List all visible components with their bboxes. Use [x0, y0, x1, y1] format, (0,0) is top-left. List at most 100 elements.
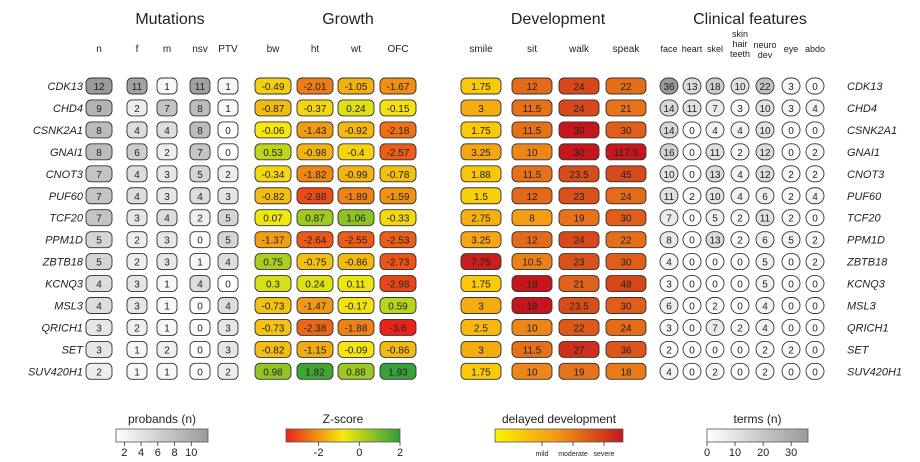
development-cell-label: 1.75 [471, 126, 491, 137]
growth-cell [254, 275, 292, 292]
clinical-cell-label: 36 [663, 82, 675, 93]
clinical-cell-label: 3 [788, 82, 794, 93]
clinical-cell [730, 165, 750, 183]
growth-cell [337, 231, 375, 249]
clinical-cell [682, 99, 702, 117]
clinical-cell-label: 5 [762, 280, 768, 291]
clinical-cell-label: 11 [760, 214, 771, 225]
mutation-cell-label: 3 [225, 192, 231, 203]
development-cell-label: 1.5 [474, 192, 488, 203]
mutation-cell-label: 2 [197, 214, 203, 225]
clinical-cell [755, 340, 775, 358]
development-cell [558, 99, 600, 117]
development-cell-label: 11.5 [523, 345, 542, 356]
mutation-cell-label: 8 [197, 104, 203, 115]
mutation-cell [156, 121, 178, 139]
mutation-cell-label: 3 [164, 258, 170, 269]
clinical-cell-label: 0 [812, 214, 818, 225]
growth-cell [296, 99, 334, 117]
mutation-cell [217, 340, 239, 358]
table-row-KCNQ3: KCNQ3 KCNQ3 4 3 1 4 0 0.3 0.24 0.11 -2.98 1.75 18 21 4… [45, 275, 886, 292]
development-cell [605, 340, 647, 358]
mutation-cell-label: 1 [164, 323, 170, 334]
clinical-cell-label: 2 [737, 323, 743, 334]
column-header-clinical-3: skin [732, 29, 748, 39]
mutation-cell-label: 2 [134, 258, 140, 269]
growth-cell-label: 0.07 [263, 214, 283, 225]
growth-cell-label: -1.15 [304, 345, 327, 356]
clinical-cell [781, 165, 801, 183]
growth-cell [337, 253, 375, 271]
clinical-cell-label: 11 [710, 148, 721, 159]
development-cell [605, 77, 647, 95]
development-cell-label: 23 [573, 192, 585, 203]
development-cell-label: 10 [526, 323, 538, 334]
clinical-cell-label: 10 [663, 170, 675, 181]
clinical-cell-label: 0 [689, 323, 695, 334]
development-cell [605, 187, 647, 205]
mutation-cell-label: 7 [164, 104, 170, 115]
clinical-cell [682, 362, 702, 380]
clinical-cell-label: 18 [709, 82, 721, 93]
development-cell-label: 24 [573, 104, 585, 115]
legend-zscore: Z-score -2 0 2 [285, 412, 403, 459]
column-header-mutations-2: m [163, 44, 171, 55]
gene-name-left: CSNK2A1 [33, 125, 83, 137]
clinical-cell-label: 7 [712, 323, 718, 334]
table-row-PPM1D: PPM1D PPM1D 5 2 3 0 5 -1.37 -2.64 -2.55 -2.53 3.25 1… [45, 231, 885, 249]
growth-cell-label: -0.86 [345, 258, 368, 269]
development-cell [558, 209, 600, 227]
clinical-cell [730, 99, 750, 117]
clinical-cell [682, 121, 702, 139]
clinical-cell [659, 340, 679, 358]
table-row-PUF60: PUF60 PUF60 7 4 3 4 3 -0.82 -2.88 -1.89 -1.59 1.5 12… [49, 187, 882, 205]
mutation-cell [156, 77, 178, 95]
mutation-cell [217, 275, 239, 292]
clinical-cell-label: 0 [712, 345, 718, 356]
clinical-cell [781, 319, 801, 336]
growth-cell [254, 209, 292, 227]
clinical-cell [730, 253, 750, 271]
clinical-cell-label: 0 [737, 345, 743, 356]
mutation-cell-label: 1 [164, 302, 170, 313]
development-cell [558, 187, 600, 205]
growth-cell [254, 121, 292, 139]
clinical-cell [781, 209, 801, 227]
clinical-cell-label: 4 [666, 367, 672, 378]
clinical-cell [730, 121, 750, 139]
mutation-cell-label: 6 [134, 148, 140, 159]
legend-tick-label: 4 [138, 447, 144, 459]
development-cell-label: 3 [478, 104, 484, 115]
clinical-cell [755, 275, 775, 292]
clinical-cell [781, 340, 801, 358]
development-cell-label: 22 [620, 236, 632, 247]
column-header-clinical-1: heart [682, 44, 703, 54]
clinical-cell [659, 362, 679, 380]
mutation-cell-label: 4 [164, 126, 170, 137]
clinical-cell-label: 2 [788, 214, 794, 225]
legend-tick-label: 10 [729, 447, 741, 459]
column-header-clinical-3: hair [732, 39, 747, 49]
column-header-clinical-4: neuro [753, 40, 776, 50]
growth-cell-label: -2.57 [387, 148, 410, 159]
development-cell-label: 12 [526, 192, 538, 203]
legend-colorbar [494, 428, 624, 443]
clinical-cell [682, 253, 702, 271]
clinical-cell [805, 231, 825, 249]
mutation-cell-label: 3 [134, 214, 140, 225]
development-cell [460, 253, 502, 271]
growth-cell-label: -0.33 [387, 214, 410, 225]
mutation-cell-label: 7 [96, 192, 102, 203]
clinical-cell [781, 99, 801, 117]
clinical-cell-label: 0 [788, 367, 794, 378]
clinical-cell [755, 253, 775, 271]
column-headers: Mutations n f m nsv PTV Growth bw ht wt OFC Develop… [96, 11, 825, 60]
mutation-cell [85, 319, 113, 336]
development-cell-label: 30 [620, 126, 632, 137]
clinical-cell [730, 77, 750, 95]
legend-tick-label: mild [536, 451, 549, 458]
clinical-cell [805, 362, 825, 380]
clinical-cell [659, 253, 679, 271]
growth-cell-label: -0.73 [262, 323, 285, 334]
